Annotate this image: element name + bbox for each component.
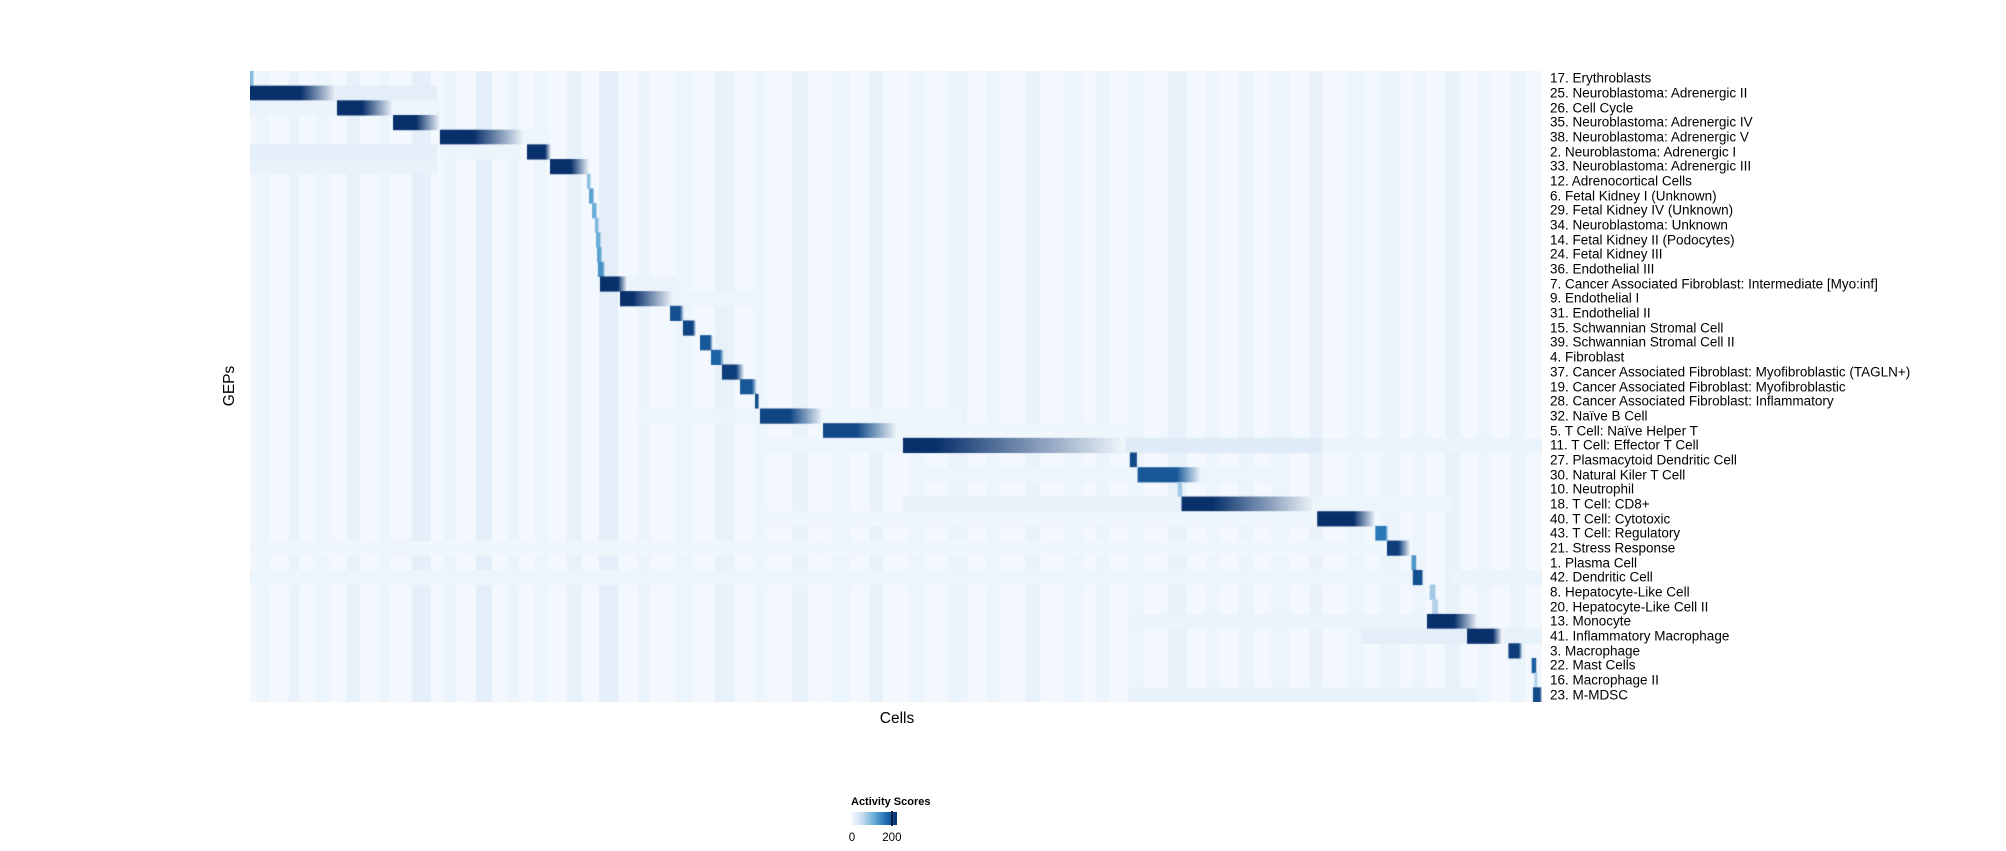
x-axis-label: Cells [879, 710, 915, 727]
gep-row-label: 11. T Cell: Effector T Cell [1550, 437, 1699, 453]
y-axis-label: GEPs [221, 365, 238, 407]
gep-row-label: 28. Cancer Associated Fibroblast: Inflam… [1550, 393, 1834, 409]
gep-row-label: 36. Endothelial III [1550, 261, 1655, 277]
colorbar-title: Activity Scores [851, 796, 931, 808]
colorbar: 0 200 [849, 811, 901, 844]
gep-row-label: 40. T Cell: Cytotoxic [1550, 511, 1671, 527]
gep-row-label: 43. T Cell: Regulatory [1550, 525, 1681, 541]
gep-row-label: 6. Fetal Kidney I (Unknown) [1550, 188, 1717, 204]
gep-row-label: 23. M-MDSC [1550, 687, 1629, 703]
gep-row-label: 34. Neuroblastoma: Unknown [1550, 217, 1728, 233]
gep-row-label: 26. Cell Cycle [1550, 100, 1634, 116]
gep-row-label: 32. Naïve B Cell [1550, 408, 1648, 424]
colorbar-tick-label-0: 0 [848, 832, 856, 844]
gep-row-label: 13. Monocyte [1550, 613, 1632, 629]
gep-row-label: 30. Natural Kiler T Cell [1550, 467, 1686, 483]
gep-row-label: 37. Cancer Associated Fibroblast: Myofib… [1550, 364, 1911, 380]
gep-row-label: 24. Fetal Kidney III [1550, 246, 1663, 262]
gep-row-label: 20. Hepatocyte-Like Cell II [1550, 599, 1709, 615]
gep-row-label: 25. Neuroblastoma: Adrenergic II [1550, 85, 1748, 101]
gep-row-label: 5. T Cell: Naïve Helper T [1550, 423, 1698, 439]
gep-row-label: 35. Neuroblastoma: Adrenergic IV [1550, 114, 1753, 130]
gep-row-label: 8. Hepatocyte-Like Cell [1550, 584, 1690, 600]
gep-row-label: 29. Fetal Kidney IV (Unknown) [1550, 202, 1734, 218]
gep-row-label: 1. Plasma Cell [1550, 555, 1638, 571]
gep-row-label: 16. Macrophage II [1550, 672, 1659, 688]
gep-row-label: 15. Schwannian Stromal Cell [1550, 320, 1724, 336]
colorbar-gradient [851, 812, 897, 825]
gep-row-label: 14. Fetal Kidney II (Podocytes) [1550, 232, 1735, 248]
gep-row-label: 22. Mast Cells [1550, 657, 1636, 673]
activity-scores-legend: Activity Scores 0 200 [849, 796, 991, 851]
gep-row-label: 31. Endothelial II [1550, 305, 1651, 321]
gep-row-label: 21. Stress Response [1550, 540, 1676, 556]
gep-row-label: 18. T Cell: CD8+ [1550, 496, 1650, 512]
gep-row-label: 38. Neuroblastoma: Adrenergic V [1550, 129, 1749, 145]
gep-row-label: 41. Inflammatory Macrophage [1550, 628, 1730, 644]
gep-row-label: 42. Dendritic Cell [1550, 569, 1653, 585]
colorbar-tick-mark [890, 811, 893, 826]
gep-row-label: 4. Fibroblast [1550, 349, 1625, 365]
gep-row-label: 39. Schwannian Stromal Cell II [1550, 334, 1735, 350]
gep-row-label: 12. Adrenocortical Cells [1550, 173, 1692, 189]
gep-row-label: 17. Erythroblasts [1550, 70, 1652, 86]
gep-row-label: 2. Neuroblastoma: Adrenergic I [1550, 144, 1737, 160]
gep-row-label: 19. Cancer Associated Fibroblast: Myofib… [1550, 379, 1846, 394]
gep-row-label: 33. Neuroblastoma: Adrenergic III [1550, 158, 1752, 174]
gep-row-label: 27. Plasmacytoid Dendritic Cell [1550, 452, 1737, 468]
heatmap-canvas [250, 71, 1542, 702]
gep-row-label: 10. Neutrophil [1550, 481, 1635, 497]
colorbar-tick-label-200: 200 [882, 832, 902, 844]
gep-row-label: 7. Cancer Associated Fibroblast: Interme… [1550, 276, 1878, 292]
gep-row-label: 9. Endothelial I [1550, 290, 1640, 306]
gep-row-label: 3. Macrophage [1550, 643, 1641, 659]
